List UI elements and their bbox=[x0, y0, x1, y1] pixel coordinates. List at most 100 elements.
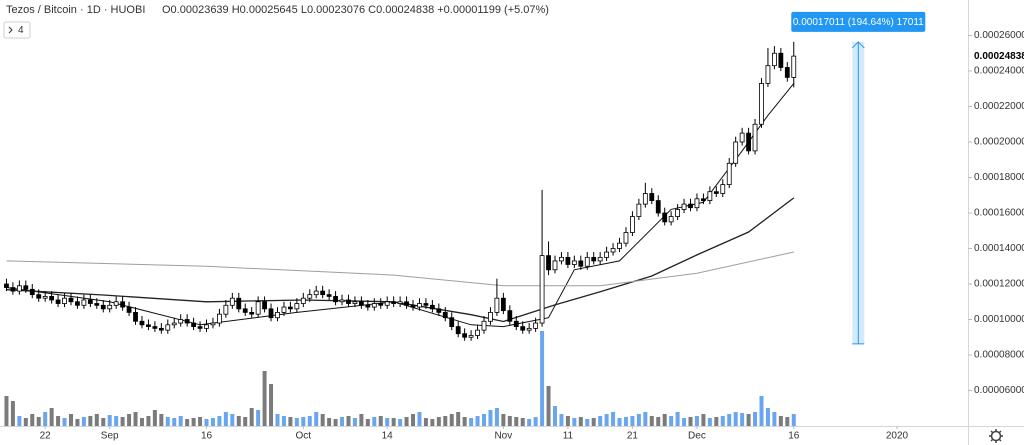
candle-body bbox=[384, 301, 390, 306]
volume-bar bbox=[636, 414, 641, 426]
x-tick-label: Sep bbox=[101, 431, 119, 442]
indicators-toggle[interactable] bbox=[3, 21, 31, 39]
candle-body bbox=[784, 67, 790, 78]
candle-body bbox=[236, 297, 242, 310]
volume-bar bbox=[462, 417, 467, 426]
candle-body bbox=[146, 324, 151, 328]
measure-arrow bbox=[851, 41, 865, 49]
candle-body bbox=[16, 285, 22, 292]
last-price-label: 0.00024838 bbox=[974, 51, 1024, 62]
candle-body bbox=[87, 299, 93, 304]
volume-bar bbox=[281, 416, 286, 426]
volume-bar bbox=[552, 406, 557, 426]
volume-bar bbox=[256, 410, 261, 426]
candle-body bbox=[488, 311, 493, 322]
candle-body bbox=[565, 256, 571, 265]
last-price-bg bbox=[969, 49, 1024, 64]
x-tick-label: 21 bbox=[627, 431, 639, 442]
volume-bar bbox=[340, 417, 345, 426]
volume-bar bbox=[249, 408, 254, 426]
volume-bar bbox=[656, 417, 661, 426]
candle-body bbox=[320, 290, 326, 296]
candle-body bbox=[701, 198, 706, 201]
candle-body bbox=[307, 294, 313, 299]
candle-body bbox=[630, 216, 635, 233]
candle-body bbox=[197, 326, 203, 329]
volume-bar bbox=[411, 414, 416, 426]
volume-bar bbox=[269, 384, 274, 426]
candle-body bbox=[371, 303, 377, 308]
volume-bar bbox=[146, 416, 151, 426]
volume-bar bbox=[372, 417, 377, 426]
x-tick-label: 2020 bbox=[886, 431, 909, 442]
y-tick-label: 0.00008000 bbox=[974, 350, 1024, 361]
candle-body bbox=[597, 256, 603, 262]
candle-body bbox=[520, 326, 526, 331]
volume-bar bbox=[501, 414, 506, 426]
volume-bar bbox=[765, 408, 770, 426]
volume-bar bbox=[598, 416, 603, 426]
volume-bar bbox=[223, 412, 228, 426]
y-tick-label: 0.00026000 bbox=[974, 30, 1024, 41]
candle-body bbox=[410, 304, 416, 308]
volume-bar bbox=[507, 416, 512, 426]
candle-body bbox=[423, 303, 429, 306]
candle-body bbox=[184, 319, 190, 324]
volume-bar bbox=[649, 416, 654, 426]
candle-body bbox=[449, 317, 455, 328]
volume-bar bbox=[785, 417, 790, 426]
candle-body bbox=[675, 209, 681, 217]
volume-bar bbox=[385, 418, 390, 426]
candle-body bbox=[688, 203, 693, 209]
candle-body bbox=[539, 255, 545, 324]
candle-body bbox=[223, 304, 229, 315]
volume-bar bbox=[346, 416, 351, 426]
volume-bar bbox=[662, 414, 667, 426]
chevron-icon bbox=[8, 26, 13, 34]
volume-bar bbox=[682, 418, 687, 426]
candle-body bbox=[791, 55, 797, 78]
y-tick-label: 0.00012000 bbox=[974, 279, 1024, 290]
candle-body bbox=[617, 242, 622, 249]
volume-bar bbox=[675, 412, 680, 426]
volume-bar bbox=[275, 414, 280, 426]
settings-icon[interactable] bbox=[989, 429, 1003, 443]
candle-body bbox=[455, 326, 461, 335]
volume-bar bbox=[694, 416, 699, 426]
candle-body bbox=[249, 311, 255, 315]
candle-body bbox=[655, 200, 661, 214]
candle-body bbox=[500, 297, 506, 312]
candle-body bbox=[778, 52, 784, 68]
volume-bar bbox=[746, 414, 751, 426]
x-tick-label: 14 bbox=[382, 431, 394, 442]
volume-bar bbox=[514, 417, 519, 426]
candle-body bbox=[507, 310, 513, 322]
candle-body bbox=[29, 288, 35, 296]
x-tick-label: Oct bbox=[296, 431, 312, 442]
volume-bar bbox=[23, 418, 28, 426]
candle-body bbox=[468, 335, 474, 338]
candle-body bbox=[642, 193, 648, 205]
x-tick-label: 22 bbox=[40, 431, 52, 442]
volume-bar bbox=[36, 417, 41, 426]
symbol-title: Tezos / Bitcoin · 1D · HUOBI bbox=[6, 4, 145, 16]
moving-average bbox=[6, 251, 794, 287]
x-tick-label: 16 bbox=[201, 431, 213, 442]
y-tick-label: 0.00022000 bbox=[974, 101, 1024, 112]
measure-label: 0.00017011 (194.64%) 17011 bbox=[793, 17, 924, 28]
volume-bar bbox=[62, 418, 67, 426]
candle-body bbox=[178, 319, 184, 324]
volume-bar bbox=[404, 417, 409, 426]
candle-body bbox=[281, 306, 287, 313]
volume-bar bbox=[191, 418, 196, 426]
candle-body bbox=[133, 311, 138, 322]
y-tick-label: 0.00020000 bbox=[974, 137, 1024, 148]
volume-bar bbox=[578, 417, 583, 426]
volume-bar bbox=[630, 416, 635, 426]
volume-bar bbox=[720, 416, 725, 426]
candle-body bbox=[171, 322, 177, 326]
candle-body bbox=[713, 191, 719, 194]
volume-bar bbox=[178, 416, 183, 426]
candle-body bbox=[204, 324, 209, 329]
